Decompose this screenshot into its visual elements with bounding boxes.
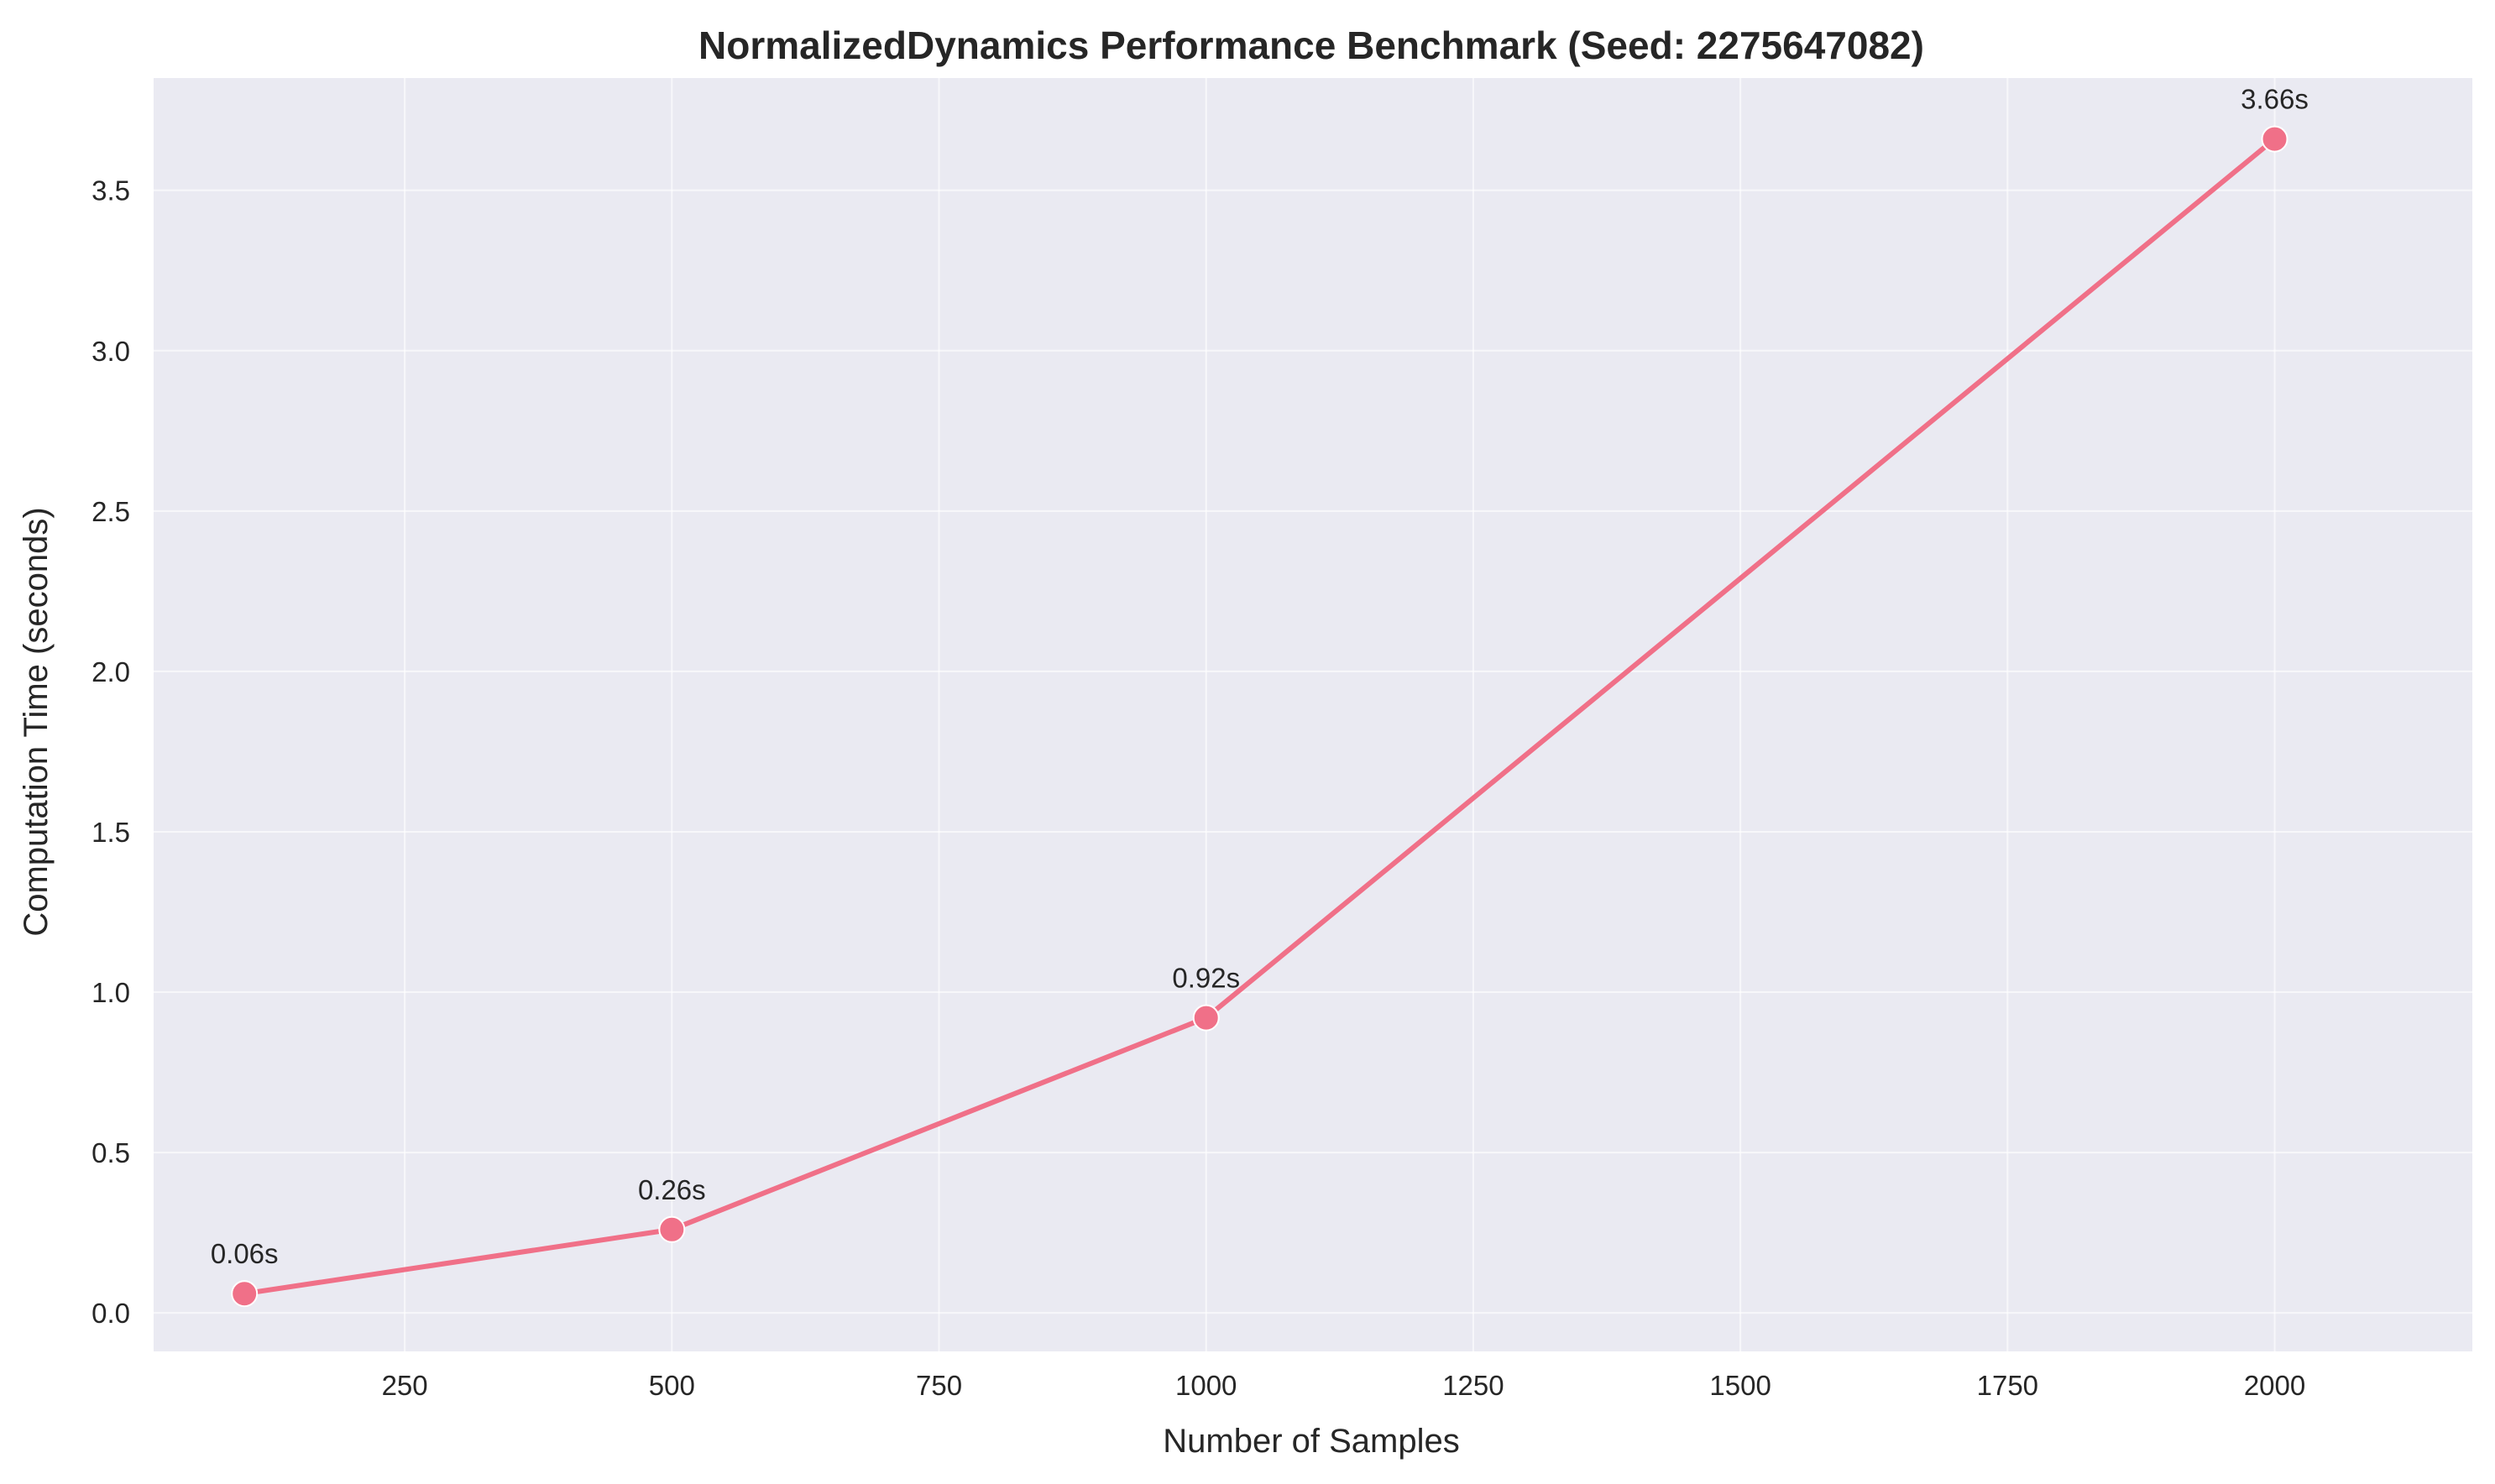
y-tick-label: 2.5 bbox=[92, 496, 130, 527]
data-label: 0.92s bbox=[1172, 963, 1240, 994]
data-labels: 0.06s 0.26s 0.92s 3.66s bbox=[211, 84, 2309, 1270]
series bbox=[231, 125, 2288, 1308]
y-tick-label: 1.5 bbox=[92, 817, 130, 848]
x-tick-label: 1500 bbox=[1709, 1370, 1771, 1401]
y-tick-label: 3.0 bbox=[92, 336, 130, 367]
grid bbox=[154, 78, 2472, 1351]
y-tick-label: 0.0 bbox=[92, 1298, 130, 1329]
chart-title: NormalizedDynamics Performance Benchmark… bbox=[698, 24, 1924, 67]
x-tick-label: 250 bbox=[382, 1370, 428, 1401]
data-label: 0.06s bbox=[211, 1238, 279, 1269]
data-label: 3.66s bbox=[2241, 84, 2309, 115]
y-tick-label: 0.5 bbox=[92, 1137, 130, 1168]
series-line bbox=[242, 136, 2278, 1297]
y-tick-label: 2.0 bbox=[92, 656, 130, 687]
x-tick-label: 750 bbox=[916, 1370, 962, 1401]
data-label: 0.26s bbox=[638, 1174, 706, 1205]
x-tick-label: 1750 bbox=[1977, 1370, 2038, 1401]
ticks: 250 500 750 1000 1250 1500 1750 2000 0.0 0.5 1.0 1.… bbox=[92, 175, 2305, 1401]
x-tick-label: 1250 bbox=[1442, 1370, 1504, 1401]
y-axis-label: Computation Time (seconds) bbox=[18, 507, 55, 936]
x-tick-label: 2000 bbox=[2244, 1370, 2305, 1401]
plot-area bbox=[154, 78, 2472, 1351]
data-point bbox=[231, 1280, 259, 1308]
x-axis-label: Number of Samples bbox=[1163, 1423, 1459, 1460]
y-tick-label: 3.5 bbox=[92, 175, 130, 206]
data-point bbox=[658, 1215, 686, 1243]
data-point bbox=[1192, 1004, 1220, 1032]
x-tick-label: 500 bbox=[649, 1370, 695, 1401]
data-point bbox=[2261, 125, 2288, 153]
x-tick-label: 1000 bbox=[1175, 1370, 1237, 1401]
y-tick-label: 1.0 bbox=[92, 977, 130, 1008]
